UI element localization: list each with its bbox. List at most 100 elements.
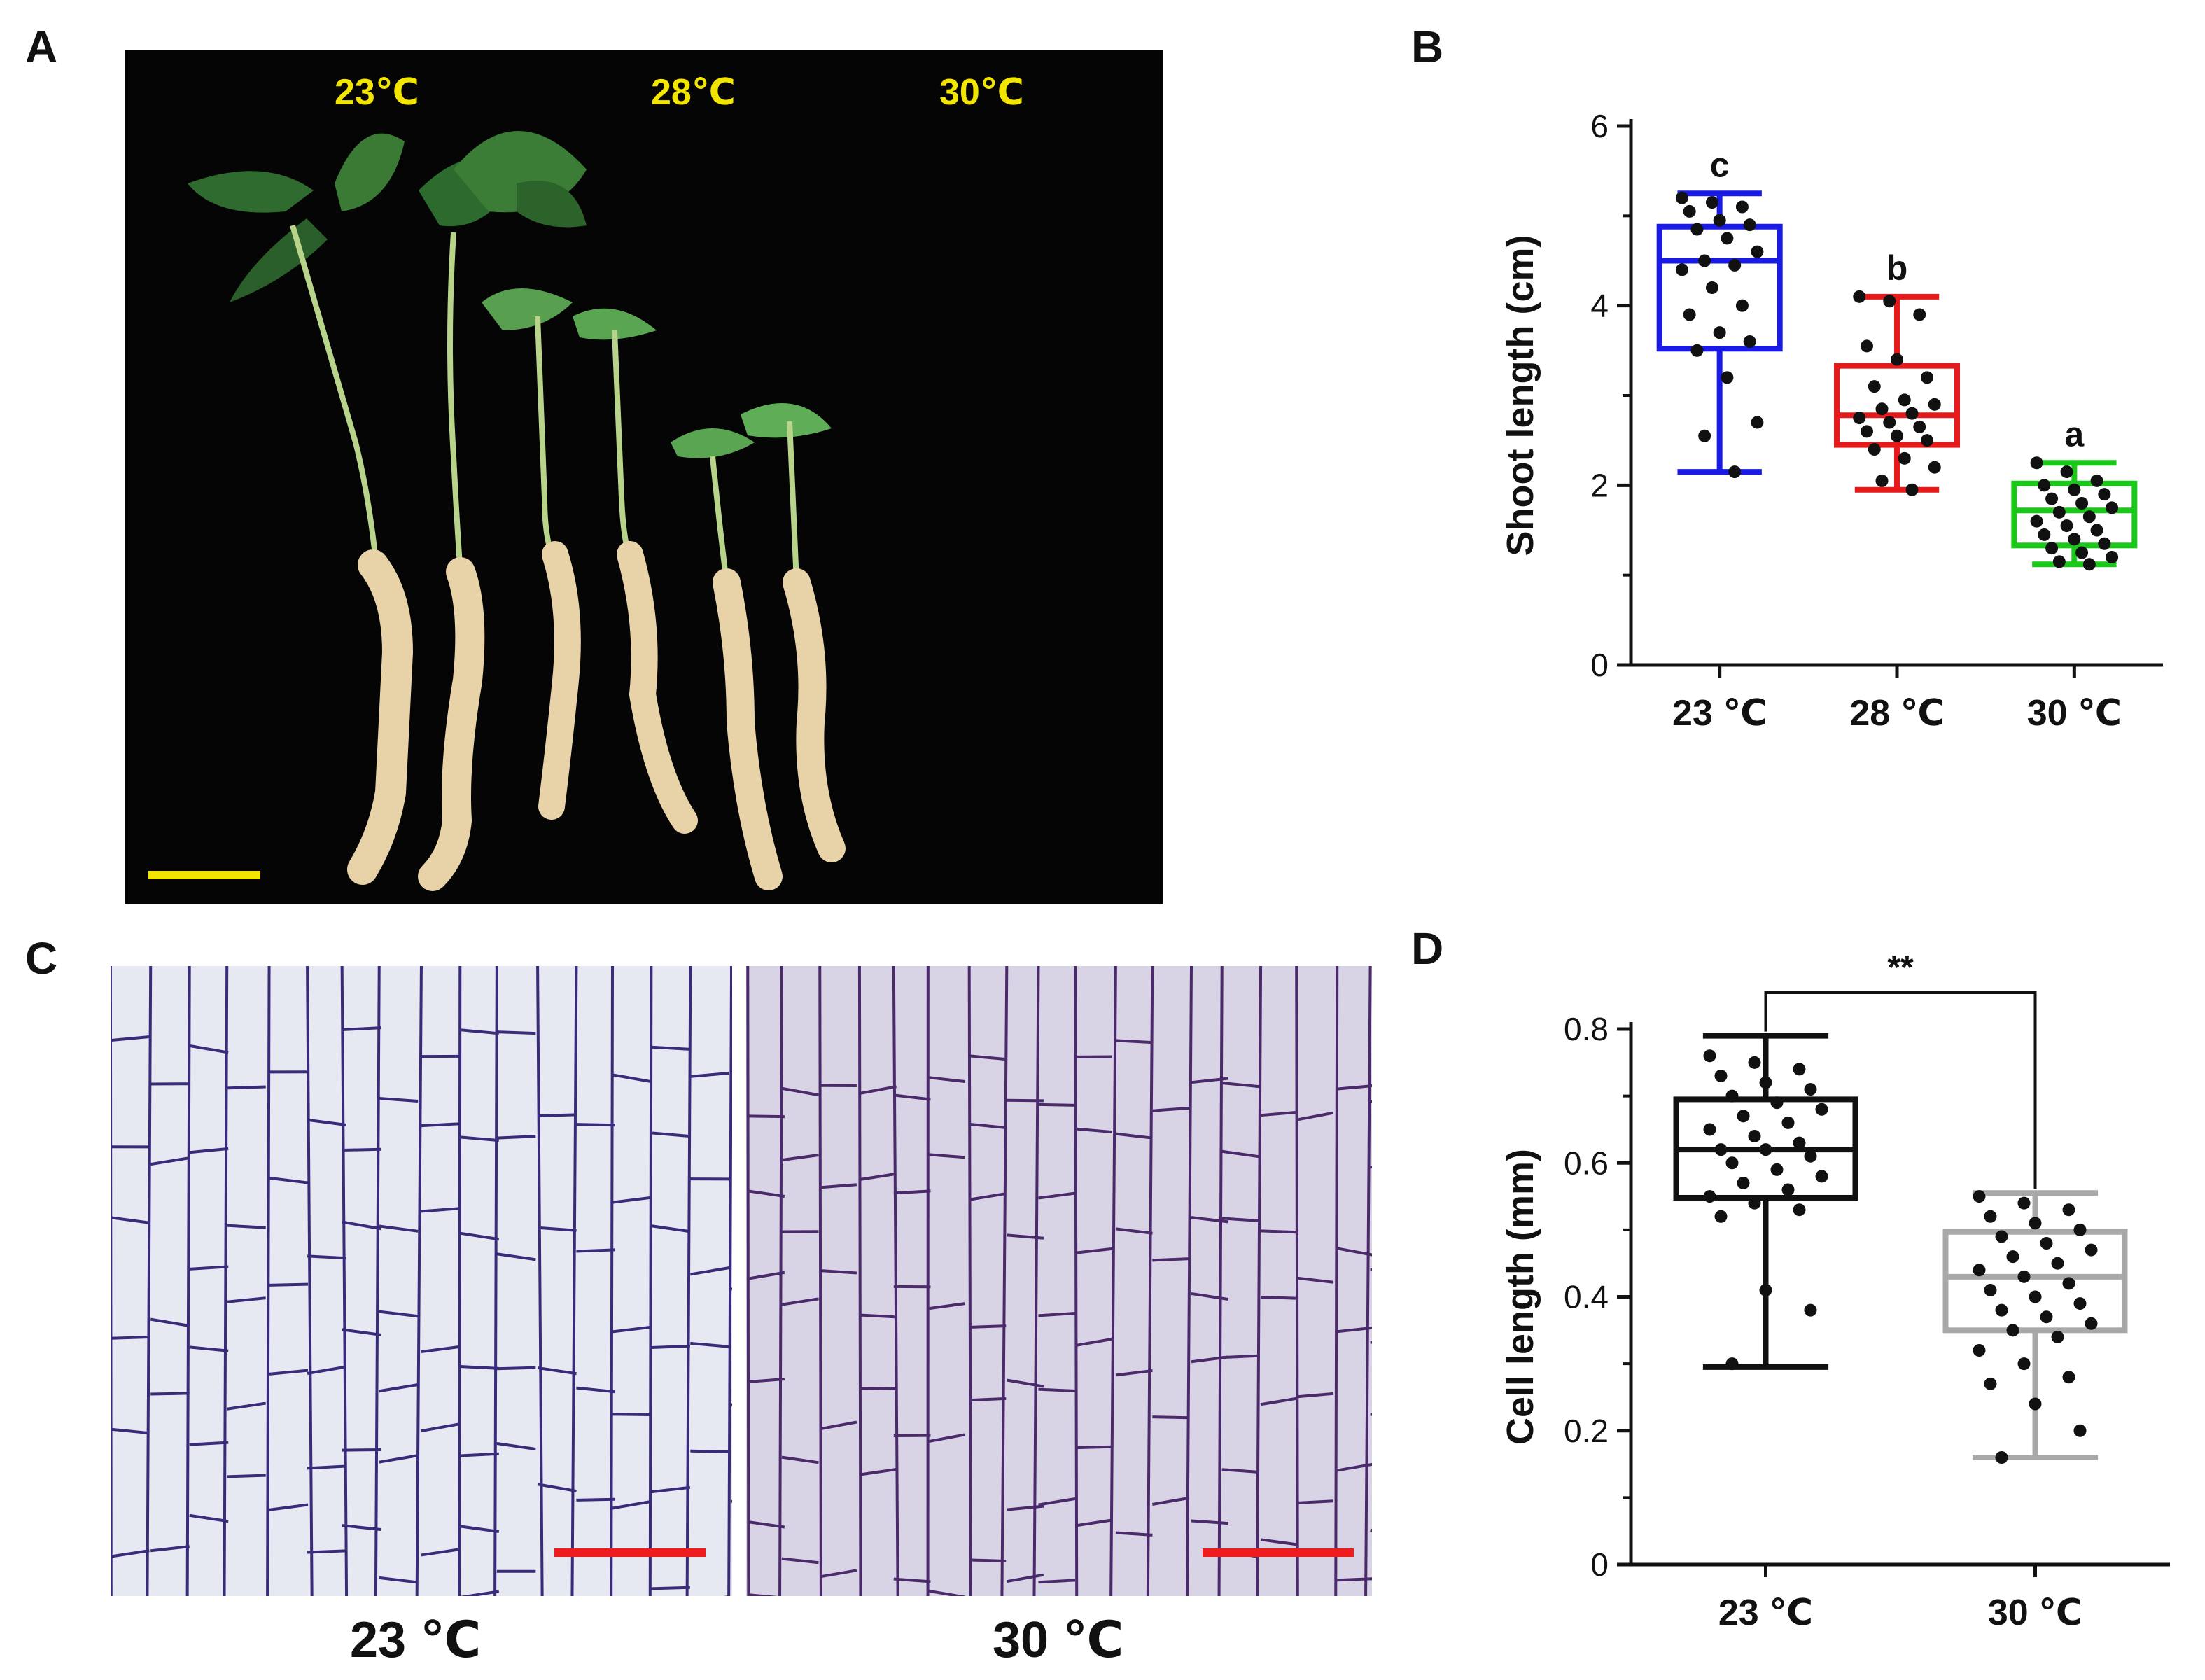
cell-cross-wall <box>379 1454 419 1464</box>
cell-wall-line <box>1110 966 1117 1596</box>
cell-cross-wall <box>379 1383 419 1393</box>
cell-cross-wall <box>537 1226 577 1232</box>
data-point <box>2051 1256 2064 1270</box>
y-tick-label: 0.8 <box>1564 1011 1609 1047</box>
cell-cross-wall <box>859 1313 897 1319</box>
x-tick-label: 28 ℃ <box>1849 693 1944 734</box>
data-point <box>1804 1149 1817 1163</box>
data-point <box>2029 1217 2042 1230</box>
data-point <box>2017 1196 2031 1210</box>
cell-cross-wall <box>111 1035 150 1042</box>
cell-cross-wall <box>927 1153 965 1159</box>
cell-cross-wall <box>111 1335 150 1340</box>
data-point <box>1883 295 1896 308</box>
cell-wall-line <box>892 966 899 1596</box>
cell-cross-wall <box>1370 1528 1372 1532</box>
cell-cross-wall <box>307 1254 346 1260</box>
cell-wall-line <box>415 966 423 1596</box>
cell-cross-wall <box>1038 1311 1076 1317</box>
y-tick-label: 0 <box>1590 1546 1609 1583</box>
cell-wall-line <box>778 966 783 1596</box>
data-point <box>2051 1330 2064 1343</box>
cell-cross-wall <box>1222 1217 1259 1222</box>
data-point <box>1853 412 1866 425</box>
data-point <box>1714 1069 1728 1082</box>
data-point <box>1748 1056 1761 1069</box>
data-point <box>1793 1063 1806 1076</box>
panel-label-a: A <box>25 22 58 72</box>
cell-cross-wall <box>269 1368 309 1376</box>
plant-28-right <box>573 308 698 834</box>
data-point <box>1905 483 1919 496</box>
data-point <box>1984 1283 1997 1296</box>
data-point <box>1714 1210 1728 1223</box>
cell-wall-line <box>1295 966 1299 1596</box>
cell-cross-wall <box>1007 1504 1044 1511</box>
cell-cross-wall <box>781 1086 819 1097</box>
box <box>1942 1228 2128 1334</box>
cell-cross-wall <box>748 1593 778 1596</box>
data-point <box>2082 510 2096 524</box>
data-point <box>2006 1324 2019 1337</box>
y-tick-label: 0 <box>1590 647 1609 683</box>
data-point <box>1868 380 1881 393</box>
data-point <box>1759 1283 1772 1296</box>
data-point <box>2085 1243 2098 1256</box>
data-point <box>1675 263 1688 276</box>
cell-cross-wall <box>893 1189 931 1195</box>
cell-cross-wall <box>1222 1354 1259 1359</box>
cell-cross-wall <box>269 1503 309 1511</box>
data-point <box>1804 1303 1817 1317</box>
cell-cross-wall <box>1075 1247 1113 1254</box>
cell-cross-wall <box>690 1071 730 1078</box>
data-point <box>1743 335 1756 348</box>
data-point <box>1735 200 1749 214</box>
data-point <box>2017 1357 2031 1371</box>
cell-cross-wall <box>1296 1276 1334 1284</box>
cell-cross-wall <box>969 1324 1007 1329</box>
panel-label-b: B <box>1411 22 1444 72</box>
data-point <box>1714 1143 1728 1156</box>
cell-cross-wall <box>1152 1257 1189 1262</box>
cell-wall-line <box>610 966 615 1596</box>
cell-wall-line <box>374 966 381 1596</box>
cell-cross-wall <box>1152 1415 1189 1420</box>
cell-cross-wall <box>307 1549 346 1554</box>
data-point <box>2006 1250 2019 1264</box>
data-point <box>1921 371 1933 384</box>
cell-cross-wall <box>1038 1497 1076 1506</box>
y-tick-label: 2 <box>1590 467 1609 503</box>
cell-cross-wall <box>781 1297 819 1306</box>
panel-label-d: D <box>1411 923 1444 974</box>
data-point <box>1703 1123 1716 1136</box>
data-point <box>1770 1096 1784 1110</box>
cell-cross-wall <box>1074 1518 1113 1527</box>
data-point <box>1698 429 1712 442</box>
cell-length-chart: 0 0.2 0.4 0.6 0.8 Cell length (mm) 23 ℃ 30 ℃ ** <box>1499 949 2170 1633</box>
cell-cross-wall <box>1260 1110 1298 1117</box>
cell-cross-wall <box>1191 1292 1228 1301</box>
cell-cross-wall <box>819 1569 858 1578</box>
data-point <box>2090 474 2104 487</box>
data-point <box>2068 533 2081 546</box>
cell-cross-wall <box>969 1054 1007 1061</box>
cell-cross-wall <box>269 1282 309 1287</box>
cell-cross-wall <box>459 1231 500 1241</box>
cell-cross-wall <box>612 1196 652 1204</box>
data-point <box>1815 1170 1828 1183</box>
cell-cross-wall <box>342 1524 382 1532</box>
cell-cross-wall <box>1038 1191 1076 1200</box>
cell-cross-wall <box>859 1468 897 1476</box>
data-point <box>1875 474 1889 487</box>
data-point <box>1713 326 1726 340</box>
data-point <box>1748 1196 1761 1210</box>
cell-cross-wall <box>651 1045 690 1051</box>
data-point <box>1713 214 1726 227</box>
data-point <box>1995 1451 2008 1464</box>
cell-wall-line <box>1364 966 1372 1596</box>
data-point <box>1883 416 1896 429</box>
cell-wall-line <box>818 966 822 1596</box>
cell-cross-wall <box>227 1474 266 1478</box>
cell-cross-wall <box>690 1266 730 1276</box>
cell-cross-wall <box>969 1396 1007 1402</box>
